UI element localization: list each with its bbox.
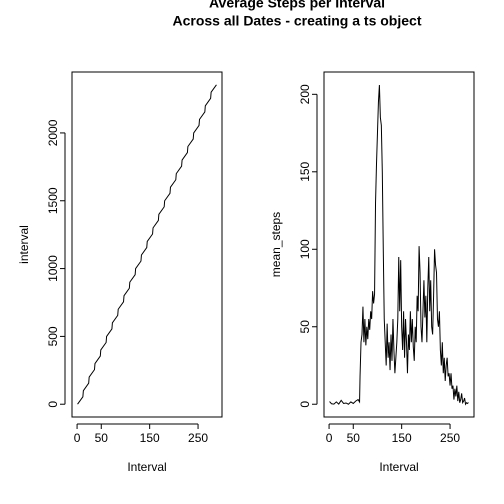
y-tick-label: 200 <box>298 84 312 104</box>
y-tick-label: 150 <box>298 161 312 181</box>
data-line <box>77 84 217 405</box>
plot-box <box>71 71 223 418</box>
y-axis-label: interval <box>17 225 31 264</box>
x-tick-label: 50 <box>95 431 109 445</box>
data-line <box>329 84 469 406</box>
chart-subtitle: Across all Dates - creating a ts object <box>173 13 422 29</box>
x-tick-label: 250 <box>440 431 460 445</box>
y-tick-label: 2000 <box>46 119 60 146</box>
plot-box <box>323 71 475 418</box>
y-tick-label: 0 <box>298 401 312 408</box>
y-tick-label: 1500 <box>46 187 60 214</box>
x-axis-label: Interval <box>379 460 418 474</box>
x-tick-label: 150 <box>392 431 412 445</box>
y-tick-label: 100 <box>298 239 312 259</box>
x-axis-label: Interval <box>127 460 166 474</box>
y-tick-label: 1000 <box>46 255 60 282</box>
x-tick-label: 150 <box>140 431 160 445</box>
x-tick-label: 0 <box>74 431 81 445</box>
y-axis-label: mean_steps <box>269 212 283 277</box>
y-tick-label: 50 <box>298 320 312 334</box>
x-tick-label: 0 <box>326 431 333 445</box>
x-tick-label: 50 <box>347 431 361 445</box>
x-tick-label: 250 <box>188 431 208 445</box>
y-tick-label: 500 <box>46 326 60 346</box>
y-tick-label: 0 <box>46 401 60 408</box>
chart-title: Average Steps per Interval <box>209 0 385 11</box>
